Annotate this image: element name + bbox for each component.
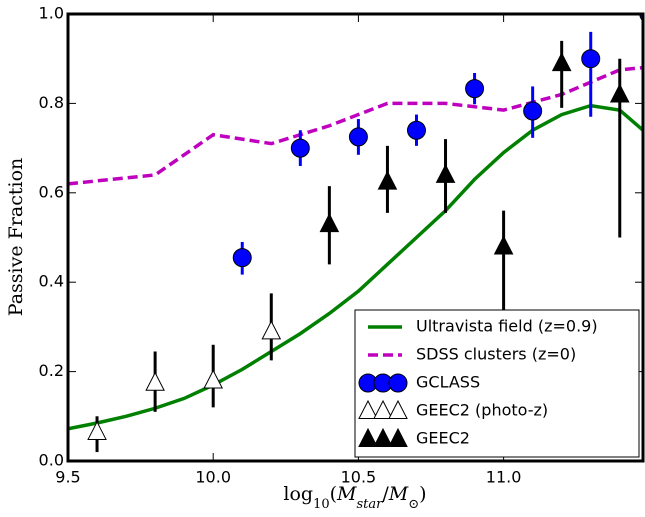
y-tick-label: 1.0 <box>39 4 64 23</box>
x-axis-label-part: / <box>382 483 389 505</box>
series-line <box>68 103 643 431</box>
legend-swatch <box>373 399 393 419</box>
data-point <box>551 52 572 72</box>
legend-label: GCLASS <box>416 373 480 392</box>
x-axis-label-part: ( <box>330 483 337 505</box>
legend-label: GEEC2 <box>416 429 470 448</box>
legend-swatch <box>388 399 408 419</box>
legend-swatch <box>388 373 408 393</box>
x-axis-label-part: log <box>283 483 313 505</box>
data-point <box>348 127 368 147</box>
legend-swatch <box>358 399 378 419</box>
legend-swatch <box>373 427 393 447</box>
data-point <box>87 420 107 440</box>
data-point <box>609 83 630 103</box>
data-point <box>523 101 543 121</box>
x-axis-label-part: ⊙ <box>408 497 419 512</box>
x-tick-label: 9.5 <box>55 468 80 487</box>
data-point <box>261 320 282 340</box>
x-axis-label-part: ) <box>419 483 426 505</box>
data-point <box>145 371 165 391</box>
y-tick-label: 0.0 <box>39 451 64 470</box>
legend-label: GEEC2 (photo-z) <box>416 401 548 420</box>
data-point <box>493 235 514 255</box>
x-tick-label: 11.0 <box>486 468 522 487</box>
legend: Ultravista field (z=0.9) SDSS clusters (z… <box>354 309 640 458</box>
data-point <box>581 49 601 69</box>
data-point <box>406 120 426 140</box>
data-point <box>465 79 485 99</box>
data-point <box>435 163 456 183</box>
data-point <box>203 369 224 389</box>
data-point <box>319 212 340 233</box>
y-tick-label: 0.6 <box>39 182 64 201</box>
data-point <box>377 170 398 190</box>
axes-frame <box>66 12 645 463</box>
x-axis-label-part: 10 <box>313 497 330 512</box>
x-axis-label-part: star <box>357 497 384 512</box>
data-point <box>232 248 252 268</box>
x-axis-label-part: M <box>388 483 409 505</box>
data-point <box>290 138 310 158</box>
x-axis-label: log10(Mstar/M⊙) <box>283 483 426 512</box>
x-tick-label: 10.5 <box>341 468 377 487</box>
y-axis-label: Passive Fraction <box>5 158 27 316</box>
y-tick-label: 0.8 <box>39 93 64 112</box>
legend-label: Ultravista field (z=0.9) <box>416 317 598 336</box>
legend-swatch <box>358 427 378 447</box>
y-tick-label: 0.4 <box>39 272 64 291</box>
series-line <box>68 65 643 186</box>
legend-label: SDSS clusters (z=0) <box>416 345 576 364</box>
plot-area <box>68 14 643 453</box>
x-axis-label-part: M <box>336 483 357 505</box>
ticks: 9.5 10.0 10.5 11.0 0.0 0.2 0.4 0.6 0.8 1.0 <box>39 4 643 487</box>
legend-swatch <box>388 427 408 447</box>
y-tick-label: 0.2 <box>39 361 64 380</box>
x-tick-label: 10.0 <box>195 468 231 487</box>
